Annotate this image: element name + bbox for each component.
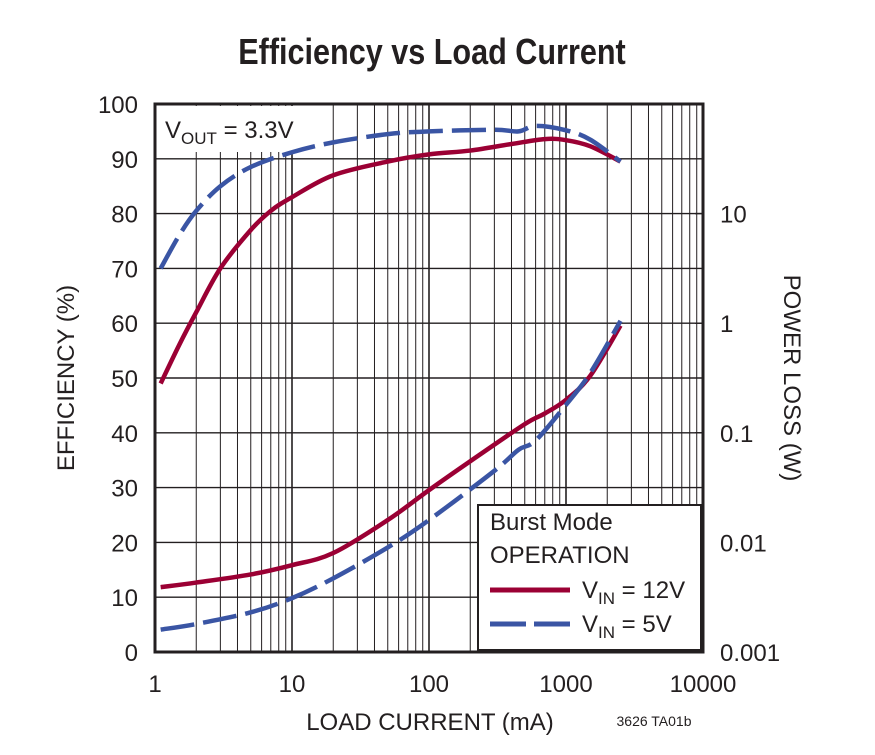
y2-tick-label: 0.01 — [720, 530, 767, 557]
y-tick-label: 10 — [111, 585, 138, 612]
x-axis-label: LOAD CURRENT (mA) — [306, 709, 554, 736]
y2-axis-label: POWER LOSS (W) — [778, 275, 805, 482]
chart-title: Efficiency vs Load Current — [238, 33, 625, 73]
x-tick-label: 10000 — [670, 671, 737, 698]
curve-power_loss-12V — [160, 324, 623, 590]
y-tick-label: 30 — [111, 476, 138, 503]
y-axis-label: EFFICIENCY (%) — [53, 285, 80, 471]
figure-code: 3626 TA01b — [617, 713, 692, 729]
y-tick-label: 60 — [111, 311, 138, 338]
y2-tick-label: 0.1 — [720, 421, 753, 448]
x-tick-label: 1 — [148, 671, 161, 698]
legend-title-line2: OPERATION — [490, 542, 630, 569]
annotation-box — [157, 106, 309, 152]
y2-tick-label: 10 — [720, 202, 747, 229]
y2-tick-label: 1 — [720, 311, 733, 338]
legend-title-line1: Burst Mode — [490, 509, 613, 536]
x-tick-label: 1000 — [539, 671, 592, 698]
vout-annotation: VOUT = 3.3V — [165, 117, 294, 148]
plot-frame — [153, 102, 705, 654]
y-tick-label: 90 — [111, 147, 138, 174]
legend-label-5v: VIN = 5V — [582, 611, 672, 642]
curve-power_loss-5V — [160, 319, 623, 632]
curve-efficiency-12V — [158, 136, 622, 385]
y-tick-label: 100 — [98, 92, 138, 119]
x-tick-label: 10 — [279, 671, 306, 698]
y2-tick-label: 0.001 — [720, 640, 780, 667]
y-tick-label: 0 — [125, 640, 138, 667]
legend-label-12v: VIN = 12V — [582, 577, 685, 608]
curves — [158, 123, 623, 632]
y-tick-label: 40 — [111, 421, 138, 448]
y-tick-label: 80 — [111, 202, 138, 229]
curve-efficiency-5V — [158, 123, 622, 270]
y-tick-label: 20 — [111, 530, 138, 557]
y-tick-label: 50 — [111, 366, 138, 393]
x-tick-label: 100 — [409, 671, 449, 698]
y-tick-label: 70 — [111, 256, 138, 283]
